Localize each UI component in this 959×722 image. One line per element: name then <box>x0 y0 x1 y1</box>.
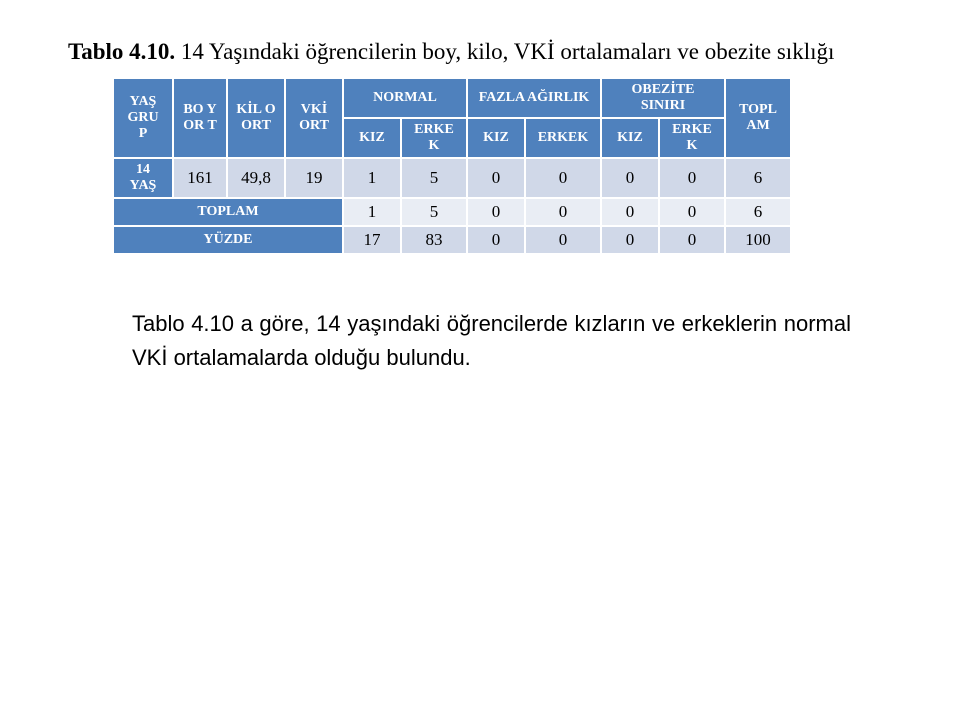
hdr-fazla-kiz: KIZ <box>467 118 525 158</box>
toplam-label: TOPLAM <box>114 198 343 226</box>
cell-boy: 161 <box>173 158 227 198</box>
cell-kilo: 49,8 <box>227 158 285 198</box>
row-yuzde: YÜZDE 17 83 0 0 0 0 100 <box>114 226 790 253</box>
hdr-kilo: KİL O ORT <box>227 79 285 158</box>
hdr-obez-kiz: KIZ <box>601 118 659 158</box>
caption-text: 14 Yaşındaki öğrencilerin boy, kilo, VKİ… <box>175 39 834 64</box>
cell-o-kiz: 0 <box>601 158 659 198</box>
toplam-o-kiz: 0 <box>601 198 659 226</box>
hdr-fazla-erk: ERKEK <box>525 118 601 158</box>
toplam-n-erk: 5 <box>401 198 467 226</box>
hdr-obez: OBEZİTE SINIRI <box>601 79 725 118</box>
cell-o-erk: 0 <box>659 158 725 198</box>
toplam-f-erk: 0 <box>525 198 601 226</box>
data-row-14yas: 14 YAŞ 161 49,8 19 1 5 0 0 0 0 6 <box>114 158 790 198</box>
toplam-n-kiz: 1 <box>343 198 401 226</box>
data-table: YAŞ GRU P BO Y OR T KİL O ORT VKİ ORT NO… <box>114 79 790 253</box>
page: Tablo 4.10. 14 Yaşındaki öğrencilerin bo… <box>0 0 959 375</box>
yuzde-n-kiz: 17 <box>343 226 401 253</box>
yuzde-label: YÜZDE <box>114 226 343 253</box>
hdr-vki: VKİ ORT <box>285 79 343 158</box>
row-label-14: 14 YAŞ <box>114 158 173 198</box>
explanation-text: Tablo 4.10 a göre, 14 yaşındaki öğrencil… <box>132 307 851 375</box>
yuzde-f-erk: 0 <box>525 226 601 253</box>
yuzde-total: 100 <box>725 226 790 253</box>
hdr-boy: BO Y OR T <box>173 79 227 158</box>
hdr-toplam: TOPL AM <box>725 79 790 158</box>
cell-vki: 19 <box>285 158 343 198</box>
cell-n-kiz: 1 <box>343 158 401 198</box>
caption-label: Tablo 4.10. <box>68 39 175 64</box>
yuzde-n-erk: 83 <box>401 226 467 253</box>
row-toplam: TOPLAM 1 5 0 0 0 0 6 <box>114 198 790 226</box>
toplam-f-kiz: 0 <box>467 198 525 226</box>
hdr-group: YAŞ GRU P <box>114 79 173 158</box>
toplam-total: 6 <box>725 198 790 226</box>
hdr-normal: NORMAL <box>343 79 467 118</box>
cell-f-erk: 0 <box>525 158 601 198</box>
yuzde-f-kiz: 0 <box>467 226 525 253</box>
header-row-1: YAŞ GRU P BO Y OR T KİL O ORT VKİ ORT NO… <box>114 79 790 118</box>
toplam-o-erk: 0 <box>659 198 725 226</box>
cell-f-kiz: 0 <box>467 158 525 198</box>
hdr-obez-erk: ERKE K <box>659 118 725 158</box>
yuzde-o-kiz: 0 <box>601 226 659 253</box>
hdr-normal-erk: ERKE K <box>401 118 467 158</box>
yuzde-o-erk: 0 <box>659 226 725 253</box>
table-caption: Tablo 4.10. 14 Yaşındaki öğrencilerin bo… <box>68 36 891 67</box>
hdr-normal-kiz: KIZ <box>343 118 401 158</box>
cell-n-erk: 5 <box>401 158 467 198</box>
hdr-fazla: FAZLA AĞIRLIK <box>467 79 601 118</box>
cell-toplam: 6 <box>725 158 790 198</box>
